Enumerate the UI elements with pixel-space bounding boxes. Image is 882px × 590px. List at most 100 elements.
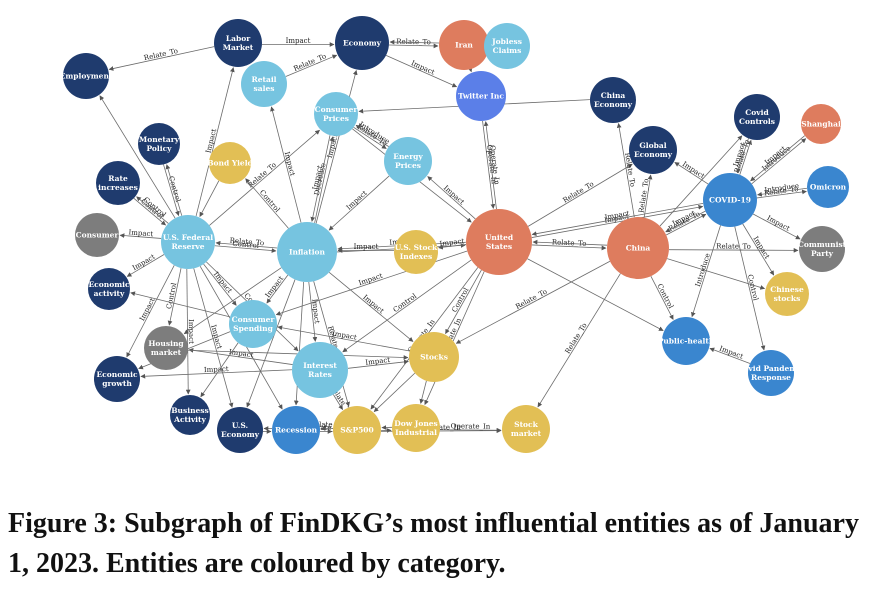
- node-covid-pandemic-response: Covid Pandemic Response: [737, 350, 805, 396]
- edge-china-to-globalecon: [643, 174, 653, 218]
- edge-label: Operate_In: [451, 422, 491, 430]
- edge-fed-to-labor: [195, 67, 235, 217]
- edge-label: Impact: [345, 189, 369, 212]
- edge-label: Impact: [365, 356, 391, 367]
- node-economy: Economy: [335, 16, 389, 70]
- node-global-economy: Global Economy: [629, 126, 677, 174]
- node-s-p500: S&P500: [333, 406, 381, 454]
- node-label: Inflation: [289, 248, 326, 257]
- node-circle: [734, 94, 780, 140]
- edge-inflation-to-fed: [215, 240, 278, 249]
- node-label: Economic growth: [96, 370, 138, 388]
- node-label: S&P500: [340, 426, 373, 435]
- node-stock-market: Stock market: [502, 405, 550, 453]
- node-label: Stock market: [511, 420, 542, 438]
- node-circle: [314, 92, 358, 136]
- edge-label: Impact: [751, 235, 771, 261]
- edge-china-to-stockmarket: [537, 273, 621, 408]
- node-label: Communist Party: [798, 240, 847, 258]
- node-u-s-federal-reserve: U.S. Federal Reserve: [161, 215, 215, 269]
- node-label: Jobless Claims: [491, 37, 522, 55]
- node-circle: [333, 406, 381, 454]
- edge-cspending-to-econact: [130, 291, 231, 318]
- node-covid-19: COVID-19: [703, 173, 757, 227]
- edge-label: Impact: [264, 275, 285, 300]
- edge-label: Relate_To: [143, 47, 179, 62]
- node-label: United States: [485, 233, 514, 251]
- edge-china-to-covidctrl: [659, 135, 743, 227]
- edge-economy-to-iran: [388, 43, 439, 49]
- node-circle: [292, 342, 348, 398]
- node-rate-increases: Rate increases: [96, 161, 140, 205]
- edge-cprices-to-energy: [353, 126, 387, 149]
- node-circle: [335, 16, 389, 70]
- node-circle: [703, 173, 757, 227]
- node-energy-prices: Energy Prices: [384, 137, 432, 185]
- node-label: Iran: [455, 41, 473, 50]
- edge-us-to-china: [531, 244, 607, 251]
- node-label: China Economy: [594, 91, 633, 109]
- edge-us-to-globalecon: [527, 163, 633, 227]
- edge-label: Relate_To: [552, 238, 587, 248]
- edge-twitter-to-us: [482, 120, 496, 209]
- node-dow-jones-industrial: Dow Jones Industrial: [392, 404, 440, 452]
- node-circle: [590, 77, 636, 123]
- node-china-economy: China Economy: [590, 77, 636, 123]
- node-interest-rates: Interest Rates: [292, 342, 348, 398]
- node-stocks: Stocks: [409, 332, 459, 382]
- node-circle: [209, 142, 251, 184]
- edge-inflation-to-irates: [308, 281, 318, 342]
- node-label: Public-health: [658, 337, 715, 346]
- edge-label: Relate_To: [637, 178, 650, 213]
- edge-china-to-stocks: [455, 260, 611, 344]
- edge-label: Relate_To: [514, 288, 548, 311]
- edge-fed-to-monpol: [165, 164, 183, 216]
- node-circle: [161, 215, 215, 269]
- node-label: Labor Market: [223, 34, 254, 52]
- node-jobless-claims: Jobless Claims: [484, 23, 530, 69]
- node-circle: [138, 123, 180, 165]
- node-label: Business Activity: [171, 406, 209, 424]
- node-circle: [214, 19, 262, 67]
- node-u-s-economy: U.S. Economy: [217, 407, 263, 453]
- edge-label: Impact: [354, 243, 379, 251]
- node-shanghai: Shanghai: [801, 104, 841, 144]
- node-retail-sales: Retail sales: [241, 61, 287, 107]
- edge-label: Impact: [361, 293, 385, 315]
- edge-label: Relate_To: [310, 421, 345, 429]
- edge-inflation-to-bond: [245, 178, 289, 229]
- edge-covid19-to-chstocks: [742, 223, 775, 276]
- node-label: COVID-19: [709, 196, 751, 205]
- edge-covid19-to-us: [531, 202, 704, 237]
- edge-label: Impact: [212, 270, 234, 295]
- edge-label: Impact: [187, 319, 195, 344]
- node-label: Rate increases: [98, 174, 138, 192]
- node-label: Omicron: [810, 183, 847, 192]
- edge-fed-to-rateinc: [136, 196, 169, 224]
- edge-covid19-to-communist: [752, 213, 801, 240]
- graph-nodes: Labor Market Economy Iran Jobless Claims Emplo…: [60, 16, 849, 454]
- edge-inflation-to-stocks: [328, 271, 414, 342]
- node-circle: [409, 332, 459, 382]
- edge-fed-to-cprices: [209, 129, 320, 226]
- node-covid-controls: Covid Controls: [734, 94, 780, 140]
- node-united-states: United States: [466, 209, 532, 275]
- node-circle: [484, 23, 530, 69]
- node-circle: [229, 300, 277, 348]
- edge-bond-to-fed: [199, 180, 220, 217]
- node-consumer-spending: Consumer Spending: [229, 300, 277, 348]
- edge-labor-to-employment: [108, 46, 215, 71]
- node-business-activity: Business Activity: [170, 395, 210, 435]
- edge-label: Relate_To: [561, 180, 595, 205]
- edge-label: Relate_To: [716, 242, 751, 250]
- node-label: Covid Pandemic Response: [737, 364, 805, 382]
- node-circle: [63, 53, 109, 99]
- node-circle: [170, 395, 210, 435]
- node-label: Global Economy: [634, 141, 673, 159]
- edge-irates-to-housing: [188, 348, 293, 365]
- node-circle: [392, 404, 440, 452]
- edge-rateinc-to-fed: [133, 198, 166, 226]
- edge-us-to-energy: [427, 176, 476, 220]
- node-employment: Employment: [60, 53, 113, 99]
